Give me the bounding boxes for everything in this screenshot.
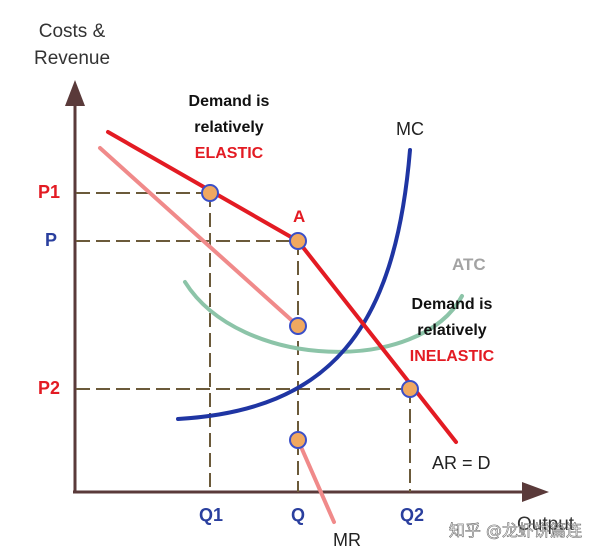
y-axis-label-line1: Costs & (39, 21, 106, 42)
watermark: 知乎 @龙虾饼篇连 (449, 521, 582, 540)
x-axis-arrow-icon (522, 482, 549, 502)
inelastic-annotation-line3: INELASTIC (410, 348, 495, 365)
elastic-annotation-line3: ELASTIC (195, 145, 264, 162)
ard-label: AR = D (432, 453, 491, 473)
point-mr-upper (289, 317, 307, 335)
point-a (289, 232, 307, 250)
y-axis-arrow-icon (65, 80, 85, 106)
point-p1-q1 (201, 184, 219, 202)
price-label-p: P (45, 230, 57, 250)
point-a-label: A (293, 207, 305, 226)
mr-curve-lower (296, 438, 336, 524)
points (201, 184, 419, 449)
mr-label: MR (333, 530, 361, 550)
quantity-label-q1: Q1 (199, 505, 223, 525)
inelastic-annotation-line1: Demand is (412, 296, 493, 313)
atc-curve (183, 280, 464, 354)
mr-curve-upper (98, 146, 300, 328)
elastic-annotation-line1: Demand is (189, 93, 270, 110)
guide-lines (76, 192, 411, 492)
point-mr-lower (289, 431, 307, 449)
point-p2-q2 (401, 380, 419, 398)
elastic-annotation-line2: relatively (194, 119, 263, 136)
inelastic-annotation-line2: relatively (417, 322, 486, 339)
price-label-p1: P1 (38, 182, 60, 202)
quantity-label-q2: Q2 (400, 505, 424, 525)
mc-label: MC (396, 119, 424, 139)
x-axis-label: Output (517, 514, 575, 535)
mc-curve (176, 148, 412, 421)
price-label-p2: P2 (38, 378, 60, 398)
y-axis-label-line2: Revenue (34, 48, 110, 69)
quantity-label-q: Q (291, 505, 305, 525)
axes (65, 80, 549, 502)
atc-label: ATC (452, 255, 486, 274)
